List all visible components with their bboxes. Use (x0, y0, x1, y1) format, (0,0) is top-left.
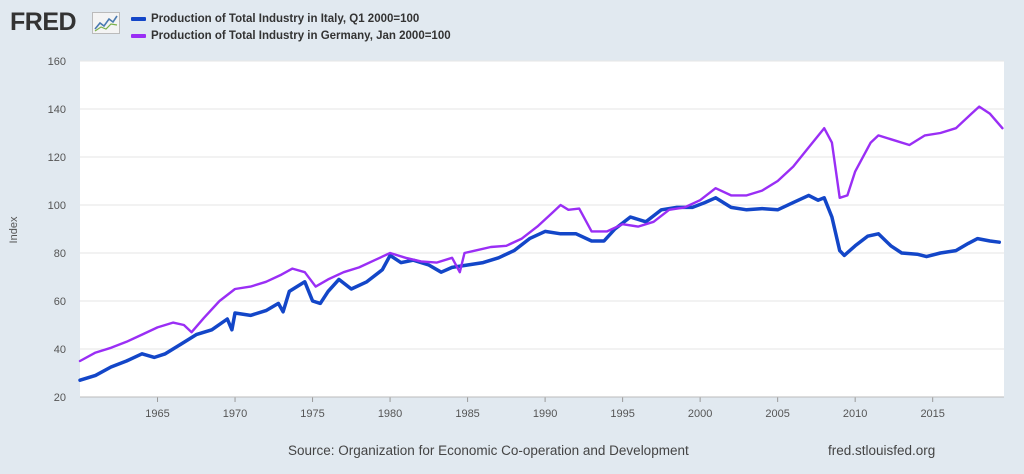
chart-header: FRED Production of Total Industry in Ita… (0, 0, 1024, 56)
x-tick-label: 1975 (300, 408, 324, 420)
x-tick-label: 1990 (533, 408, 557, 420)
y-tick-label: 80 (54, 248, 66, 260)
legend-item-italy[interactable]: Production of Total Industry in Italy, Q… (131, 10, 451, 27)
y-tick-label: 20 (54, 392, 66, 404)
y-tick-label: 160 (48, 56, 66, 68)
fred-logo[interactable]: FRED (10, 8, 77, 36)
line-chart-icon (92, 12, 120, 34)
series-line-germany (78, 105, 1004, 363)
x-tick-label: 1980 (378, 408, 402, 420)
series-lines (78, 105, 1004, 382)
source-url[interactable]: fred.stlouisfed.org (828, 443, 936, 458)
legend-item-germany[interactable]: Production of Total Industry in Germany,… (131, 27, 451, 44)
x-tick-label: 2005 (765, 408, 789, 420)
axes: 20 40 60 80 100 120 140 160 1965 1970 1975 1980 1985… (48, 56, 1004, 420)
y-tick-label: 60 (54, 296, 66, 308)
source-note: Source: Organization for Economic Co-ope… (288, 443, 689, 458)
legend-swatch-italy (131, 16, 146, 21)
x-tick-label: 2015 (920, 408, 944, 420)
plot-area (80, 61, 1004, 397)
x-tick-label: 2010 (843, 408, 867, 420)
x-tick-label: 1995 (610, 408, 634, 420)
legend-label-germany: Production of Total Industry in Germany,… (151, 29, 451, 42)
x-tick-label: 1985 (455, 408, 479, 420)
y-tick-label: 100 (48, 200, 66, 212)
x-tick-label: 2000 (688, 408, 712, 420)
chart-legend: Production of Total Industry in Italy, Q… (131, 10, 451, 44)
y-tick-label: 120 (48, 152, 66, 164)
y-tick-label: 40 (54, 344, 66, 356)
y-tick-label: 140 (48, 104, 66, 116)
x-tick-label: 1970 (223, 408, 247, 420)
x-tick-label: 1965 (145, 408, 169, 420)
legend-swatch-germany (131, 33, 146, 38)
legend-label-italy: Production of Total Industry in Italy, Q… (151, 12, 420, 25)
grid-lines (80, 60, 1004, 350)
series-line-italy (78, 193, 1002, 382)
